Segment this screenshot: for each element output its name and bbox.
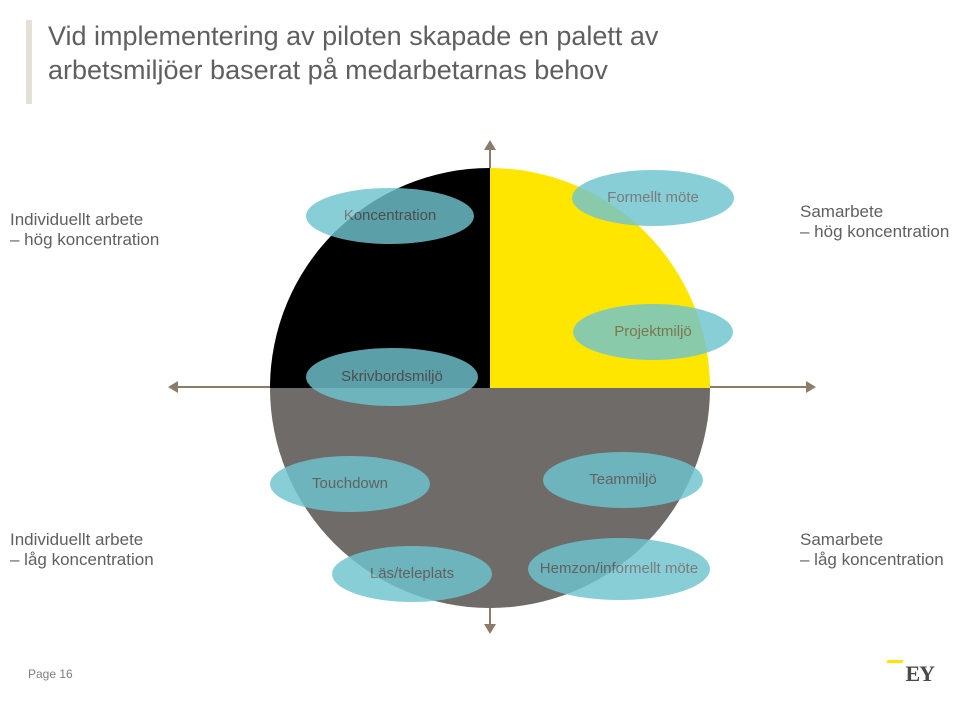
pill-las-teleplats-label: Läs/teleplats xyxy=(370,566,454,583)
slide: Vid implementering av piloten skapade en… xyxy=(0,0,960,701)
arrow-down-icon xyxy=(484,624,496,634)
quadrant-label-tr-text: Samarbete– hög koncentration xyxy=(800,202,949,241)
quadrant-label-br: Samarbete– låg koncentration xyxy=(800,530,960,571)
title-accent-bar xyxy=(26,20,32,104)
arrow-left-icon xyxy=(168,381,178,393)
pill-projektmiljo: Projektmiljö xyxy=(573,304,733,360)
pill-koncentration: Koncentration xyxy=(306,188,474,244)
pill-hemzon: Hemzon/informellt möte xyxy=(528,538,710,600)
pill-projektmiljo-label: Projektmiljö xyxy=(614,324,692,341)
quadrant-label-bl-text: Individuellt arbete– låg koncentration xyxy=(10,530,154,569)
pill-formellt-mote: Formellt möte xyxy=(572,170,734,226)
arrow-up-icon xyxy=(484,140,496,150)
quadrant-label-tl-text: Individuellt arbete– hög koncentration xyxy=(10,210,159,249)
pill-touchdown-label: Touchdown xyxy=(312,476,388,493)
quadrant-label-tr: Samarbete– hög koncentration xyxy=(800,202,960,243)
quadrant-diagram: Individuellt arbete– hög koncentration S… xyxy=(140,150,840,610)
pill-koncentration-label: Koncentration xyxy=(344,208,437,225)
quadrant-label-tl: Individuellt arbete– hög koncentration xyxy=(10,210,180,251)
page-number: Page 16 xyxy=(28,667,73,681)
quadrant-label-bl: Individuellt arbete– låg koncentration xyxy=(10,530,180,571)
pill-touchdown: Touchdown xyxy=(270,456,430,512)
quadrant-label-br-text: Samarbete– låg koncentration xyxy=(800,530,944,569)
pill-hemzon-label: Hemzon/informellt möte xyxy=(540,561,698,578)
pill-las-teleplats: Läs/teleplats xyxy=(332,546,492,602)
pill-teammiljo: Teammiljö xyxy=(543,452,703,508)
ey-logo-text: EY xyxy=(905,661,934,686)
ey-logo: EY xyxy=(885,661,934,687)
pill-skrivbordsmiljo-label: Skrivbordsmiljö xyxy=(341,369,443,386)
pill-formellt-mote-label: Formellt möte xyxy=(607,190,699,207)
pill-skrivbordsmiljo: Skrivbordsmiljö xyxy=(306,348,478,406)
pill-teammiljo-label: Teammiljö xyxy=(589,472,657,489)
ey-logo-bar-icon xyxy=(886,660,903,663)
arrow-right-icon xyxy=(806,381,816,393)
page-title: Vid implementering av piloten skapade en… xyxy=(48,20,808,88)
